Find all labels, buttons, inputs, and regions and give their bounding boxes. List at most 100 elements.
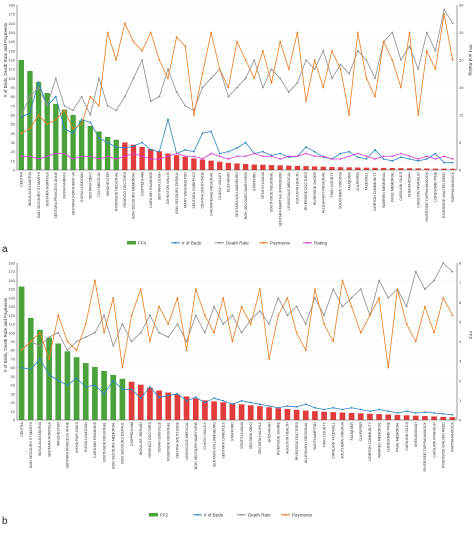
point-payments — [222, 296, 225, 299]
legend-marker — [174, 241, 177, 244]
category-label: SENTARA PRINCESS ANNE — [66, 421, 70, 468]
point-death-rate — [130, 340, 133, 343]
point-payments — [332, 340, 335, 343]
point-of-beds — [305, 146, 307, 148]
point-rating — [201, 158, 204, 160]
legend-label: Death Rate — [248, 513, 271, 518]
point-rating — [115, 158, 118, 160]
y2-tick-label: 7 — [459, 280, 462, 285]
point-payments — [89, 95, 92, 98]
point-death-rate — [194, 314, 197, 317]
bar-ff4 — [268, 165, 275, 170]
point-of-beds — [39, 358, 41, 360]
point-death-rate — [261, 86, 264, 89]
bar-ff2 — [367, 413, 373, 420]
bar-ff2 — [82, 363, 89, 420]
category-label: SHENANDOAH — [408, 172, 412, 198]
series-line-of-beds — [21, 358, 453, 416]
bar-ff2 — [165, 392, 172, 420]
point-rating — [54, 152, 57, 155]
bar-ff4 — [208, 160, 214, 170]
panel-label-b: b — [2, 516, 8, 527]
point-of-beds — [75, 377, 78, 380]
point-death-rate — [322, 49, 325, 52]
bar-ff4 — [130, 144, 137, 170]
point-payments — [29, 127, 31, 130]
point-death-rate — [201, 86, 204, 89]
category-label: SENTARA HALIFAX — [258, 421, 262, 454]
point-death-rate — [314, 296, 316, 299]
y-tick-label: 60 — [11, 113, 16, 118]
point-rating — [29, 155, 31, 158]
category-label: SOUTHAMPTON — [313, 422, 317, 450]
point-rating — [365, 155, 368, 158]
point-of-beds — [37, 81, 40, 83]
bar-ff2 — [449, 417, 456, 420]
y-tick-label: 100 — [8, 76, 15, 81]
point-of-beds — [359, 408, 362, 411]
y-tick-label: 20 — [11, 400, 16, 405]
y-tick-label: 150 — [8, 30, 15, 35]
point-rating — [331, 158, 333, 160]
point-death-rate — [433, 279, 435, 282]
point-payments — [270, 82, 273, 84]
point-payments — [314, 288, 316, 291]
y2-tick-label: 2 — [459, 378, 462, 383]
point-payments — [425, 49, 428, 52]
bar-ff2 — [321, 411, 327, 420]
point-rating — [356, 152, 359, 155]
y-tick-label: 140 — [8, 39, 15, 44]
point-death-rate — [112, 344, 115, 347]
bar-ff2 — [312, 411, 318, 420]
point-of-beds — [356, 156, 359, 159]
point-death-rate — [374, 77, 376, 80]
bar-ff2 — [110, 374, 117, 420]
y-tick-label: 80 — [11, 348, 16, 353]
legend-marker — [262, 241, 265, 244]
bar-ff2 — [394, 414, 401, 420]
point-death-rate — [63, 104, 66, 107]
point-of-beds — [304, 403, 307, 406]
point-death-rate — [66, 349, 69, 352]
point-of-beds — [424, 411, 426, 414]
point-payments — [192, 114, 195, 116]
point-rating — [98, 158, 100, 160]
bar-ff4 — [406, 168, 413, 170]
category-label: SENTARA PRINCESS ANNE — [54, 171, 58, 218]
y2-tick-label: 5 — [459, 319, 462, 324]
point-death-rate — [259, 310, 261, 312]
bar-ff2 — [266, 407, 272, 420]
point-rating — [279, 158, 282, 160]
point-of-beds — [451, 161, 454, 164]
y-tick-label: 130 — [8, 48, 15, 53]
bar-ff4 — [225, 162, 232, 170]
category-label: ALLEGHANY REGIONAL — [304, 422, 308, 463]
category-label: RIVERSIDE TAPPAHANNOCK — [425, 171, 429, 221]
point-rating — [443, 155, 445, 158]
point-of-beds — [374, 148, 376, 151]
category-label: WARREN MEMORIAL — [382, 172, 386, 208]
bar-ff2 — [46, 337, 52, 420]
point-of-beds — [231, 403, 234, 406]
point-death-rate — [37, 86, 40, 89]
bar-ff2 — [348, 412, 355, 420]
category-label: SENTARA CAREPLEX — [221, 421, 225, 458]
point-death-rate — [332, 288, 335, 291]
point-death-rate — [149, 100, 152, 103]
point-death-rate — [348, 72, 351, 75]
legend-swatch — [149, 513, 158, 517]
point-death-rate — [175, 91, 178, 93]
point-of-beds — [63, 127, 66, 130]
category-label: INOVA MT VERNON — [139, 422, 143, 456]
category-label: NORTON COMMUNITY — [373, 171, 377, 210]
point-death-rate — [121, 323, 124, 325]
point-payments — [29, 340, 32, 343]
point-payments — [279, 40, 282, 43]
point-payments — [240, 305, 243, 308]
point-payments — [261, 49, 264, 52]
point-death-rate — [184, 104, 187, 107]
point-payments — [167, 323, 170, 325]
category-label: CENTRA SOUTHSIDE — [201, 171, 205, 208]
point-payments — [451, 314, 454, 317]
point-of-beds — [240, 399, 243, 402]
